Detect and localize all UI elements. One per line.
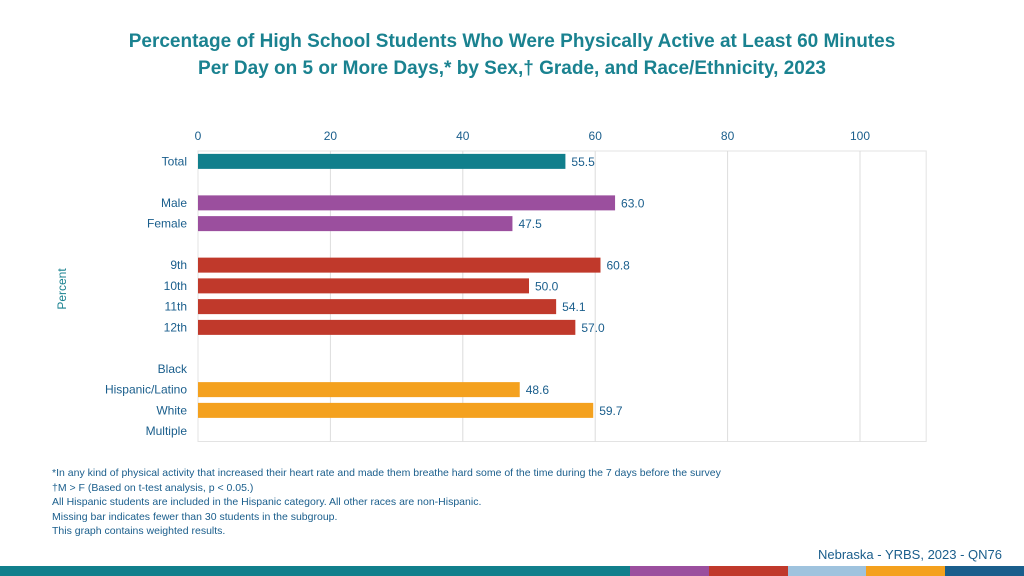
bottom-bar-segment-8 bbox=[630, 566, 709, 576]
data-label-hispanic-latino: 48.6 bbox=[526, 383, 550, 397]
y-axis-title: Percent bbox=[55, 268, 69, 310]
category-label-10th: 10th bbox=[164, 279, 187, 293]
footnote-activity-definition: *In any kind of physical activity that i… bbox=[52, 467, 721, 479]
data-label-9th: 60.8 bbox=[606, 259, 630, 273]
data-label-white: 59.7 bbox=[599, 404, 623, 418]
bottom-bar-segment-4 bbox=[315, 566, 394, 576]
category-label-female: Female bbox=[147, 217, 187, 231]
x-tick-label-100: 100 bbox=[850, 129, 870, 143]
footnote-weighted: This graph contains weighted results. bbox=[52, 525, 226, 537]
bottom-bar-segment-9 bbox=[708, 566, 788, 576]
x-tick-label-60: 60 bbox=[589, 129, 603, 143]
category-label-11th: 11th bbox=[165, 300, 187, 314]
bar-total bbox=[198, 153, 566, 169]
bar-female bbox=[198, 216, 513, 232]
bottom-bar-segment-10 bbox=[787, 566, 867, 576]
x-tick-label-40: 40 bbox=[456, 129, 470, 143]
footnote-sex-significance: †M > F (Based on t-test analysis, p < 0.… bbox=[52, 481, 254, 494]
x-tick-label-80: 80 bbox=[721, 129, 735, 143]
bar-male bbox=[198, 195, 616, 211]
bar-10th bbox=[198, 278, 529, 294]
bottom-bar-segment-2 bbox=[157, 566, 237, 576]
category-label-multiple: Multiple bbox=[146, 424, 188, 438]
bar-hispanic-latino bbox=[198, 382, 520, 398]
data-label-female: 47.5 bbox=[518, 217, 542, 231]
bar-chart: 0 20 40 60 80 100 Percent Total 55.5 Male 63.0 Fema… bbox=[55, 129, 927, 442]
category-label-male: Male bbox=[161, 196, 187, 210]
data-label-total: 55.5 bbox=[571, 155, 595, 169]
bar-white bbox=[198, 402, 594, 418]
bottom-bar-segment-0 bbox=[0, 566, 79, 576]
x-tick-label-20: 20 bbox=[324, 129, 338, 143]
category-label-white: White bbox=[156, 403, 187, 417]
chart-title-line-2: Per Day on 5 or More Days,* by Sex,† Gra… bbox=[198, 58, 826, 79]
category-label-total: Total bbox=[162, 154, 187, 168]
bottom-bar-segment-11 bbox=[866, 566, 946, 576]
footnote-hispanic-category: All Hispanic students are included in th… bbox=[52, 496, 482, 508]
data-label-male: 63.0 bbox=[621, 196, 645, 210]
category-label-12th: 12th bbox=[164, 320, 187, 334]
data-label-10th: 50.0 bbox=[535, 279, 559, 293]
footnote-missing-bar: Missing bar indicates fewer than 30 stud… bbox=[52, 510, 338, 523]
plot-area bbox=[197, 150, 927, 442]
footnotes: *In any kind of physical activity that i… bbox=[52, 466, 721, 539]
chart-title: Percentage of High School Students Who W… bbox=[40, 28, 984, 82]
bottom-bar-segment-3 bbox=[236, 566, 316, 576]
source-label: Nebraska - YRBS, 2023 - QN76 bbox=[817, 547, 1002, 562]
bottom-color-bar bbox=[0, 566, 1024, 576]
category-label-9th: 9th bbox=[170, 258, 187, 272]
bar-11th bbox=[198, 299, 557, 315]
bottom-bar-segment-1 bbox=[78, 566, 158, 576]
bottom-bar-segment-6 bbox=[472, 566, 552, 576]
data-label-12th: 57.0 bbox=[581, 321, 605, 335]
category-label-hispanic-latino: Hispanic/Latino bbox=[105, 383, 187, 397]
x-tick-label-0: 0 bbox=[195, 129, 202, 143]
bottom-bar-segment-5 bbox=[393, 566, 473, 576]
bottom-bar-segment-12 bbox=[945, 566, 1024, 576]
chart-title-line-1: Percentage of High School Students Who W… bbox=[128, 31, 896, 52]
bottom-bar-segment-7 bbox=[551, 566, 631, 576]
bar-9th bbox=[198, 257, 601, 273]
category-label-black: Black bbox=[158, 362, 188, 376]
bar-12th bbox=[198, 319, 576, 335]
data-label-11th: 54.1 bbox=[562, 300, 586, 314]
